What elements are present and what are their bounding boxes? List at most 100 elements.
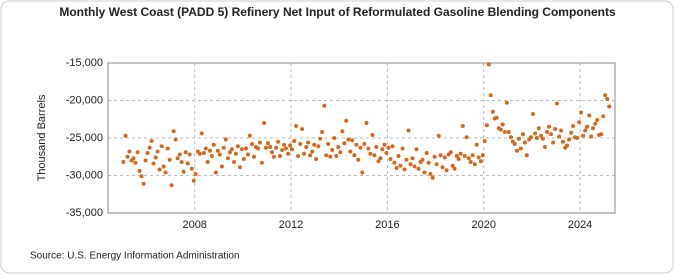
point <box>358 145 363 150</box>
point <box>583 128 588 133</box>
point <box>127 149 132 154</box>
point <box>542 145 547 149</box>
point <box>585 124 590 129</box>
point <box>137 169 142 173</box>
point <box>257 140 262 145</box>
point <box>374 145 379 149</box>
point <box>139 174 144 179</box>
point <box>434 162 439 167</box>
point <box>264 145 269 150</box>
point <box>244 146 249 151</box>
point <box>587 113 592 118</box>
point <box>522 140 527 145</box>
point <box>183 150 188 155</box>
point <box>262 121 267 125</box>
point <box>121 160 126 164</box>
point <box>428 172 433 176</box>
point <box>276 139 281 144</box>
point <box>589 134 594 139</box>
point <box>559 128 564 133</box>
y-tick-label: -25,000 <box>66 132 103 144</box>
point <box>571 124 576 128</box>
x-tick-label: 2008 <box>182 219 206 231</box>
point <box>352 153 357 158</box>
point <box>235 144 240 149</box>
point <box>603 93 608 98</box>
point <box>207 148 212 153</box>
point <box>312 142 317 147</box>
point <box>392 160 397 165</box>
point <box>408 162 413 167</box>
point <box>450 163 455 168</box>
point <box>372 153 377 158</box>
point <box>551 140 556 145</box>
point <box>378 156 383 161</box>
point <box>398 163 403 168</box>
point <box>298 142 303 146</box>
point <box>153 155 158 160</box>
point <box>316 144 321 149</box>
point <box>494 115 499 120</box>
point <box>306 140 311 145</box>
x-tick-label: 2016 <box>375 219 399 231</box>
point <box>444 168 449 173</box>
point <box>536 126 541 131</box>
point <box>410 156 415 161</box>
point <box>508 135 513 140</box>
point <box>296 154 301 158</box>
point <box>466 156 471 161</box>
point <box>370 133 375 137</box>
point <box>310 149 315 154</box>
point <box>193 172 198 176</box>
point <box>442 155 447 160</box>
point <box>197 151 202 156</box>
point <box>516 136 521 141</box>
chart-title: Monthly West Coast (PADD 5) Refinery Net… <box>59 5 616 19</box>
point <box>270 150 275 155</box>
point <box>173 137 178 142</box>
point <box>390 144 395 149</box>
y-tick-label: -35,000 <box>66 207 103 219</box>
point <box>462 154 467 158</box>
point <box>396 154 401 158</box>
point <box>131 156 136 161</box>
point <box>223 137 228 142</box>
point <box>282 142 287 147</box>
point <box>213 170 218 175</box>
point <box>318 136 323 141</box>
y-axis-label: Thousand Barrels <box>36 94 48 181</box>
point <box>354 142 359 147</box>
point <box>591 126 596 131</box>
point <box>161 164 166 169</box>
point <box>314 157 319 161</box>
point <box>332 136 337 140</box>
point <box>400 146 405 151</box>
point <box>181 169 186 174</box>
point <box>135 150 140 155</box>
point <box>460 124 465 128</box>
point <box>217 152 222 157</box>
point <box>482 139 487 143</box>
point <box>336 145 341 149</box>
point <box>468 160 473 164</box>
point <box>143 158 148 163</box>
point <box>534 136 539 140</box>
point <box>245 152 250 157</box>
point <box>123 133 128 138</box>
point <box>163 170 168 175</box>
point <box>500 122 505 127</box>
point <box>326 142 331 146</box>
point <box>412 164 417 169</box>
point <box>528 135 533 140</box>
point <box>595 118 600 122</box>
point <box>157 167 162 172</box>
point <box>364 121 369 125</box>
point <box>456 157 461 161</box>
point <box>530 112 535 116</box>
point <box>251 154 256 159</box>
point <box>458 151 463 156</box>
point <box>402 167 407 172</box>
point <box>292 139 297 143</box>
point <box>432 154 437 159</box>
